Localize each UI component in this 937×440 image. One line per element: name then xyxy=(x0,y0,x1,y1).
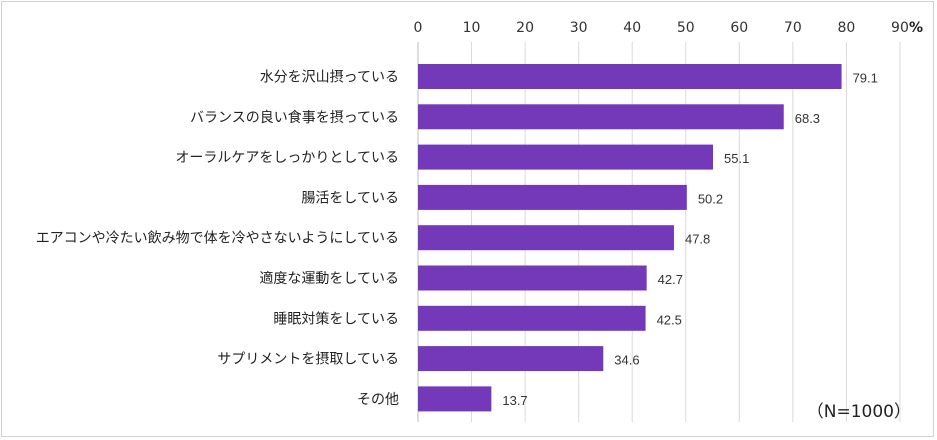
bar xyxy=(418,265,647,291)
bar xyxy=(418,144,714,170)
sample-size-note: （N=1000） xyxy=(806,402,911,422)
category-label: オーラルケアをしっかりとしている xyxy=(175,150,399,166)
x-tick-label: 40 xyxy=(623,20,641,36)
x-tick-label: 30 xyxy=(570,20,588,36)
value-label: 42.5 xyxy=(657,312,682,327)
x-tick-label: 90 xyxy=(891,20,909,36)
category-label: 適度な運動をしている xyxy=(259,270,399,287)
x-tick-label: 60 xyxy=(730,20,748,36)
bar xyxy=(418,64,842,89)
bar xyxy=(418,184,687,210)
x-tick-label: 20 xyxy=(516,20,534,36)
value-label: 47.8 xyxy=(685,232,710,247)
category-label: その他 xyxy=(357,392,399,408)
value-label: 79.1 xyxy=(853,71,878,86)
value-label: 50.2 xyxy=(698,191,723,206)
x-tick-label: 80 xyxy=(837,20,855,36)
category-label: サプリメントを摂取している xyxy=(217,352,399,368)
category-label: 睡眠対策をしている xyxy=(273,310,399,327)
value-label: 68.3 xyxy=(795,111,820,126)
unit-label: % xyxy=(909,20,923,36)
bar xyxy=(418,225,674,251)
category-label: エアコンや冷たい飲み物で体を冷やさないようにしている xyxy=(36,231,399,247)
bar xyxy=(418,104,784,130)
bar xyxy=(418,305,646,331)
category-label: バランスの良い食事を摂っている xyxy=(190,109,399,126)
value-label: 34.6 xyxy=(614,353,639,368)
bar xyxy=(418,386,492,412)
x-tick-label: 50 xyxy=(677,20,695,36)
x-tick-label: 70 xyxy=(784,20,802,36)
value-label: 13.7 xyxy=(502,393,527,408)
category-label: 水分を沢山摂っている xyxy=(260,70,399,86)
x-tick-label: 0 xyxy=(414,20,423,36)
value-label: 55.1 xyxy=(724,151,749,166)
value-label: 42.7 xyxy=(658,272,683,287)
category-label: 腸活をしている xyxy=(301,190,399,206)
x-tick-label: 10 xyxy=(463,20,481,36)
bar xyxy=(418,346,604,372)
